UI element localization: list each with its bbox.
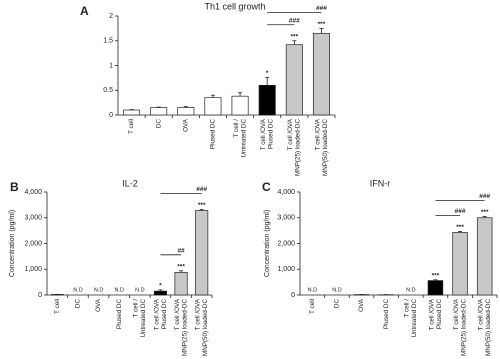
x-tick-label: MNP(25) loaded-DC	[295, 119, 302, 176]
value-label: N.D	[135, 287, 145, 293]
significance: ***	[432, 273, 440, 280]
y-tick-label: 2,000	[24, 240, 42, 247]
x-tick-label: OVA	[182, 118, 189, 132]
value-label: N.D	[308, 287, 318, 293]
x-tick-label: DC	[155, 119, 162, 129]
x-tick-label: MNP(50) loaded-DC	[485, 299, 492, 356]
y-tick-label: 1.5	[103, 38, 113, 45]
bar	[153, 290, 167, 296]
bar	[195, 210, 209, 296]
significance: *	[159, 283, 162, 290]
x-tick-label: T cell /OVA	[478, 298, 485, 330]
x-tick-label: T cell /	[404, 299, 411, 318]
x-tick-label: MNP(50) loaded-DC	[322, 119, 329, 176]
bar	[427, 280, 444, 296]
significance: ***	[456, 224, 464, 231]
panel-label: A	[80, 4, 89, 18]
y-tick-label: 2,000	[277, 240, 295, 247]
y-tick-label: 3,000	[277, 215, 295, 222]
x-tick-label: Plused DC	[210, 119, 217, 150]
x-tick-label: T cell /OVA	[174, 298, 181, 330]
x-tick-label: T cell /OVA	[195, 298, 202, 330]
bracket-label: ###	[455, 208, 466, 215]
x-tick-label: DC	[75, 299, 82, 309]
x-tick-label: T cell /	[233, 119, 240, 138]
x-tick-label: T cell /OVA	[287, 118, 294, 150]
y-tick-label: 1,000	[277, 266, 295, 273]
y-tick-label: 0	[109, 112, 113, 119]
value-label: N.D	[406, 287, 416, 293]
x-tick-label: OVA	[95, 298, 102, 312]
panel-label: C	[262, 180, 271, 194]
y-tick-label: 3,000	[24, 215, 42, 222]
x-tick-label: T cell /OVA	[453, 298, 460, 330]
bar	[452, 232, 468, 296]
chart-title: IFN-r	[370, 178, 391, 188]
y-tick-label: 0	[38, 292, 42, 299]
value-label: N.D	[114, 287, 124, 293]
value-label: N.D	[332, 287, 342, 293]
x-tick-label: Plused DC	[161, 299, 168, 330]
bar	[258, 84, 276, 116]
bar	[285, 44, 303, 116]
y-tick-label: 0	[291, 292, 295, 299]
bar	[174, 271, 188, 296]
y-tick-label: 1	[109, 62, 113, 69]
value-label: N.D	[94, 287, 104, 293]
significance: *	[266, 70, 269, 77]
bracket-label: ###	[196, 186, 207, 193]
y-axis-label: Concentration (pg/ml)	[9, 210, 16, 277]
significance: ***	[198, 202, 206, 209]
value-label: N.D	[73, 287, 83, 293]
bar	[231, 95, 249, 116]
bracket-label: ###	[479, 193, 490, 200]
x-tick-label: Plused DC	[268, 119, 275, 150]
y-tick-label: 1,000	[24, 266, 42, 273]
y-axis-label: Concentration (pg/ml)	[264, 210, 271, 277]
bar	[177, 107, 195, 116]
x-tick-label: OVA	[358, 298, 365, 312]
chart-title: IL-2	[122, 178, 138, 188]
x-tick-label: Plused DC	[383, 299, 390, 330]
y-tick-label: 4,000	[277, 189, 295, 196]
bar	[476, 217, 493, 296]
x-tick-label: T cell /OVA	[260, 118, 267, 150]
panel-label: B	[10, 180, 19, 194]
x-tick-label: T cell /OVA	[153, 298, 160, 330]
x-tick-label: T cell /	[133, 299, 140, 318]
x-tick-label: Plused DC	[436, 299, 443, 330]
bar	[123, 109, 141, 116]
bar	[312, 32, 330, 116]
chart-title: Th1 cell growth	[204, 1, 265, 11]
x-tick-label: T cell	[54, 299, 61, 314]
x-tick-label: DC	[334, 299, 341, 309]
significance: ***	[177, 264, 185, 271]
bracket-label: ###	[289, 17, 300, 24]
x-tick-label: T cell	[128, 119, 135, 134]
significance: ***	[318, 21, 326, 28]
y-tick-label: 4,000	[24, 189, 42, 196]
bar	[150, 107, 168, 116]
bar	[204, 97, 222, 116]
significance: ***	[481, 209, 489, 216]
bracket-label: ###	[316, 5, 327, 12]
x-tick-label: Untreated DC	[411, 299, 418, 338]
significance: ***	[291, 33, 299, 40]
x-tick-label: MNP(25) loaded-DC	[181, 299, 188, 356]
x-tick-label: MNP(25) loaded-DC	[460, 299, 467, 356]
x-tick-label: T cell	[309, 299, 316, 314]
x-tick-label: Untreated DC	[140, 299, 147, 338]
x-tick-label: T cell /OVA	[314, 118, 321, 150]
x-tick-label: T cell /OVA	[428, 298, 435, 330]
x-tick-label: MNP(50) loaded-DC	[202, 299, 209, 356]
y-tick-label: 0.5	[103, 87, 113, 94]
bracket-label: ##	[177, 248, 185, 255]
y-tick-label: 2	[109, 13, 113, 20]
x-tick-label: Untreated DC	[240, 119, 247, 158]
x-tick-label: Plused DC	[116, 299, 123, 330]
